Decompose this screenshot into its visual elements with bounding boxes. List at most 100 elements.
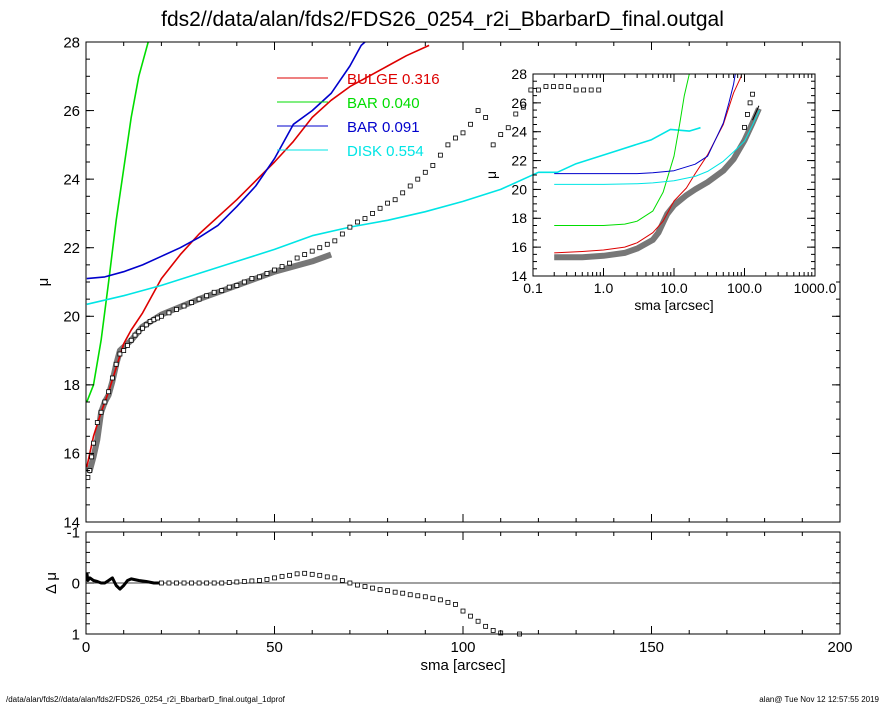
data-point [422, 169, 428, 175]
data-point [136, 329, 142, 335]
residual-point [362, 584, 368, 589]
y-tick-label: 26 [63, 103, 80, 120]
data-point [272, 267, 277, 273]
data-point [181, 303, 187, 309]
residual-point [370, 585, 375, 591]
residual-point [400, 590, 406, 596]
data-point [317, 245, 323, 251]
y-tick-label: 22 [63, 240, 80, 257]
residual-point [234, 579, 240, 585]
inset-data-point [745, 112, 750, 117]
residual-point [324, 574, 330, 580]
y-tick-label: 14 [63, 514, 80, 531]
plot-frame [532, 73, 816, 277]
residual-point [294, 571, 300, 577]
data-point [543, 84, 549, 89]
y-tick-label: 20 [511, 181, 527, 197]
residual-point [407, 592, 413, 598]
data-point [581, 87, 587, 93]
data-point [483, 115, 489, 120]
residual-point [377, 587, 383, 593]
footer-timestamp: alan@ Tue Nov 12 12:57:55 2019 [759, 695, 879, 704]
residual-point [181, 580, 187, 586]
data-point [204, 293, 210, 299]
residual-point [347, 580, 353, 586]
residual-point [483, 623, 489, 629]
data-point [257, 274, 262, 280]
legend-bar1-label: BAR 0.040 [347, 95, 420, 112]
residual-point [445, 599, 451, 605]
data-point [174, 307, 179, 312]
residual-point [453, 602, 458, 607]
residual-point [174, 580, 179, 586]
legend-disk-label: DISK 0.554 [347, 143, 424, 160]
x-tick-label: 10.0 [660, 280, 687, 296]
residual-point [339, 578, 345, 583]
data-point [211, 289, 217, 295]
data-point [355, 219, 360, 225]
data-point [189, 300, 194, 305]
inset-data-line [752, 105, 760, 121]
data-point [551, 84, 556, 89]
residual-point [204, 580, 210, 586]
inset-series-bar2-line [554, 74, 736, 175]
series-bar1-line [86, 42, 149, 403]
residual-point [241, 579, 247, 584]
data-point [94, 420, 100, 425]
data-point [113, 361, 119, 367]
data-point [332, 238, 338, 244]
y-tick-label: 16 [63, 446, 80, 463]
data-point [400, 190, 406, 196]
x-tick-label: 0 [82, 639, 90, 656]
data-point [226, 284, 232, 290]
y-tick-label: 26 [511, 95, 527, 111]
residual-point [158, 580, 164, 586]
data-point [498, 132, 504, 137]
data-point [98, 409, 104, 415]
residual-point [460, 608, 466, 614]
residual-point [385, 588, 391, 594]
x-tick-label: 0.1 [523, 280, 543, 296]
residual-point [468, 613, 473, 619]
residual-point [287, 572, 292, 578]
x-tick-label: 100 [450, 639, 475, 656]
data-point [128, 337, 134, 343]
data-point [468, 121, 473, 127]
residual-point [475, 618, 481, 624]
series-model-line [86, 251, 333, 474]
data-point [287, 260, 292, 266]
data-point [234, 283, 240, 288]
residual-point [332, 575, 338, 581]
residual-point [189, 580, 194, 586]
data-point [385, 200, 391, 206]
y-axis-label: μ [483, 171, 499, 179]
residual-point [272, 575, 277, 581]
data-point [89, 454, 95, 460]
residual-point [196, 580, 202, 586]
inset-series-bulge-line [554, 75, 743, 254]
residual-point [422, 594, 428, 600]
y-tick-label: 18 [511, 210, 527, 226]
footer-filename: /data/alan/fds2//data/alan/fds2/FDS26_02… [6, 695, 285, 704]
legend-bulge-label: BULGE 0.316 [347, 71, 440, 88]
residual-point [211, 580, 217, 586]
data-point [445, 142, 451, 148]
y-axis-label: μ [35, 278, 52, 287]
data-point [279, 264, 285, 269]
data-point [566, 84, 571, 89]
inset-series-disk-line [554, 109, 760, 185]
x-tick-label: 150 [639, 639, 664, 656]
data-point [166, 310, 172, 316]
data-point [407, 183, 413, 189]
inset-data-point [742, 124, 747, 130]
data-point [241, 279, 247, 285]
y-tick-label: -1 [67, 524, 80, 541]
data-point [437, 152, 443, 158]
data-point [91, 440, 96, 446]
data-point [362, 216, 368, 221]
residual-point [392, 589, 398, 595]
residual-point [437, 597, 443, 603]
y-tick-label: 14 [511, 268, 527, 284]
x-axis-label: sma [arcsec] [634, 297, 713, 313]
